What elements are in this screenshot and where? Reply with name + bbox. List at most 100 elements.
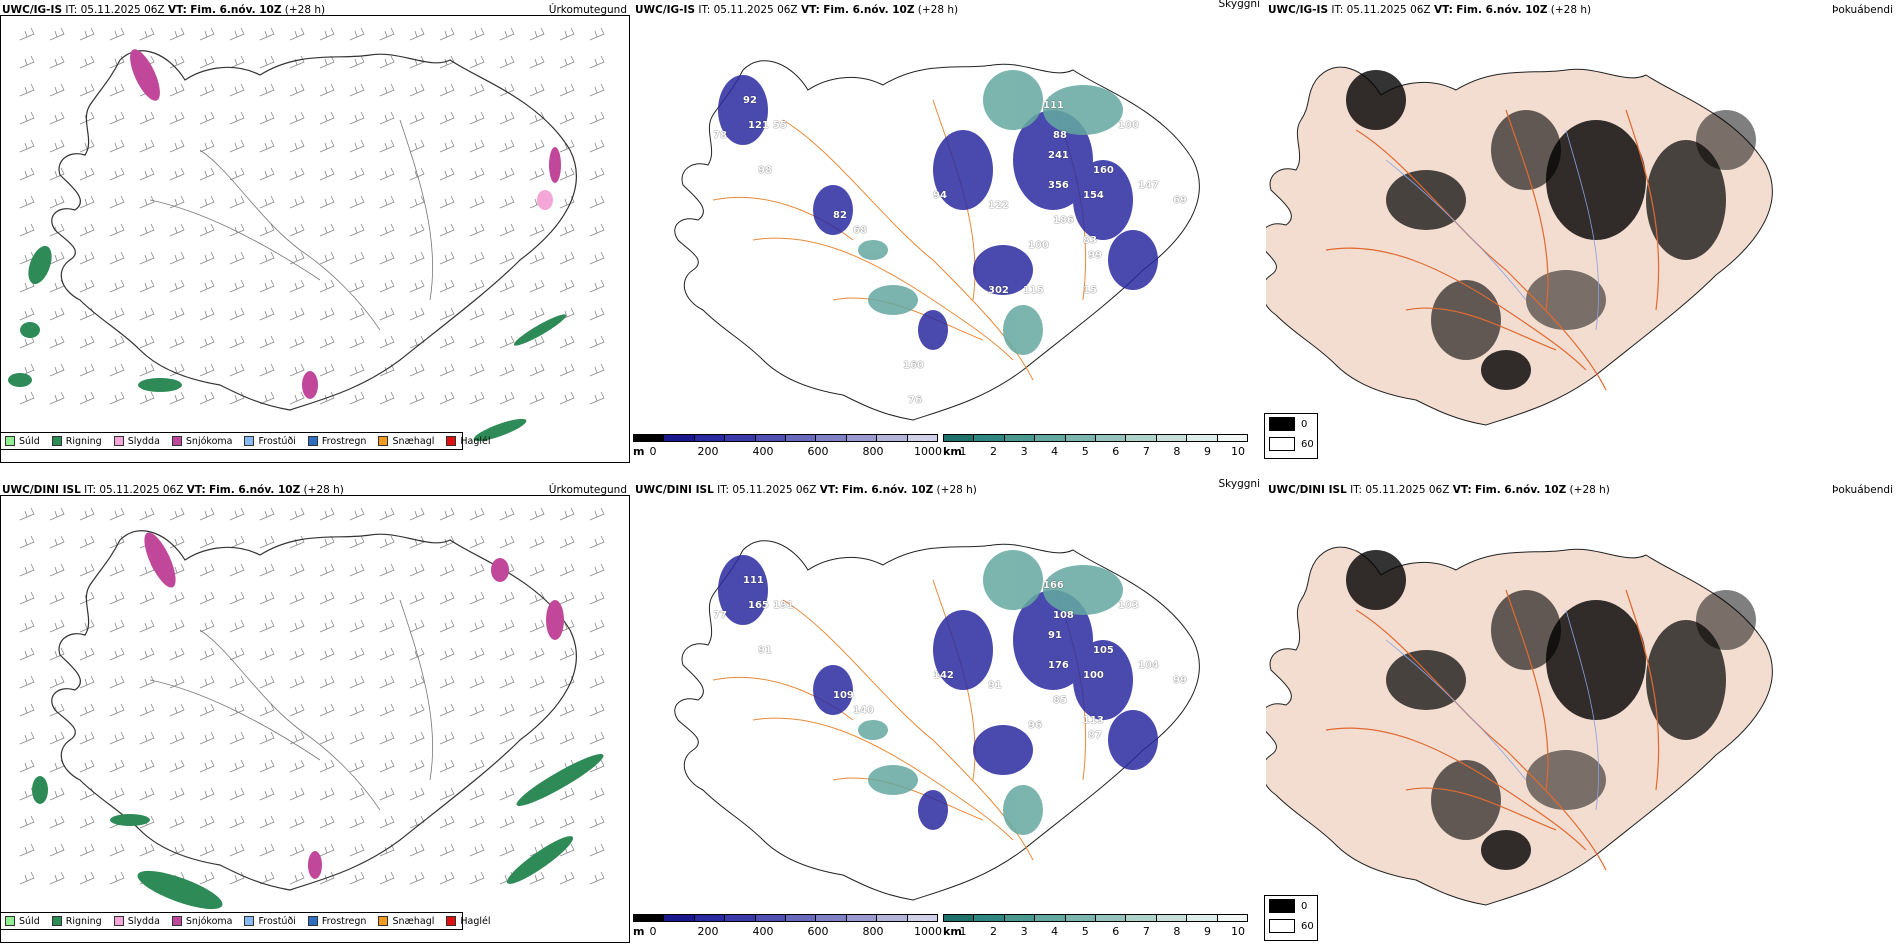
lead-time: (+28 h) — [284, 4, 326, 16]
wind-barb — [409, 759, 425, 773]
wind-barb — [589, 363, 605, 377]
colorbar-segment — [1004, 435, 1036, 441]
wind-barb — [289, 871, 305, 885]
legend-label: Súld — [19, 435, 40, 447]
cloud-value-label: 115 — [1023, 285, 1044, 296]
colorbar-strip — [943, 434, 1248, 442]
it-value: 05.11.2025 06Z — [1346, 4, 1431, 16]
wind-barb — [259, 759, 275, 773]
wind-barb — [259, 787, 275, 801]
cloud-value-label: 121 — [748, 120, 769, 131]
wind-barb — [259, 307, 275, 321]
wind-barb — [439, 759, 455, 773]
wind-barb — [169, 27, 185, 41]
wind-barb — [589, 83, 605, 97]
legend-label: Súld — [19, 915, 40, 927]
wind-barb — [19, 731, 35, 745]
wind-barb — [319, 251, 335, 265]
wind-barb — [229, 391, 245, 405]
wind-barb — [199, 279, 215, 293]
wind-barb — [349, 307, 365, 321]
wind-barb — [139, 391, 155, 405]
wind-barb — [499, 507, 515, 521]
cloud-value-label: 105 — [1093, 645, 1114, 656]
precip-area — [20, 322, 40, 338]
legend-label: Frostúði — [258, 915, 296, 927]
wind-barb — [199, 759, 215, 773]
wind-barb — [259, 871, 275, 885]
precip-area — [308, 851, 322, 879]
wind-barb — [499, 815, 515, 829]
colorbar-unit: km — [943, 925, 962, 938]
colorbar-segment — [1156, 915, 1188, 921]
legend-label: Haglél — [460, 915, 491, 927]
wind-barb — [439, 335, 455, 349]
legend-label: Slydda — [127, 435, 160, 447]
wind-barb — [469, 279, 485, 293]
wind-barb — [409, 591, 425, 605]
wind-barb — [349, 27, 365, 41]
wind-barb — [199, 507, 215, 521]
colorbar-unit: m — [633, 445, 645, 458]
wind-barb — [79, 167, 95, 181]
precip-legend-item: Snjókoma — [171, 436, 232, 447]
fog-area — [1386, 650, 1466, 710]
precip-panel-bottom: UWC/DINI ISL IT: 05.11.2025 06Z VT: Fim.… — [0, 480, 633, 950]
wind-barb — [259, 363, 275, 377]
wind-barb — [469, 703, 485, 717]
wind-barb — [469, 223, 485, 237]
wind-barb — [589, 507, 605, 521]
it-value: 05.11.2025 06Z — [99, 484, 184, 496]
wind-barb — [199, 251, 215, 265]
wind-barb — [499, 591, 515, 605]
wind-barb — [259, 55, 275, 69]
wind-barb — [469, 563, 485, 577]
wind-barb — [139, 507, 155, 521]
colorbar-segment — [755, 435, 787, 441]
wind-barb — [289, 195, 305, 209]
wind-barb — [349, 195, 365, 209]
wind-barb — [289, 223, 305, 237]
wind-barb — [349, 363, 365, 377]
wind-barb — [259, 535, 275, 549]
wind-barb — [199, 55, 215, 69]
cloud-value-label: 356 — [1048, 180, 1069, 191]
cloud-area — [1073, 640, 1133, 720]
wind-barb — [109, 111, 125, 125]
wind-barb — [49, 195, 65, 209]
wind-barb — [169, 759, 185, 773]
wind-barb — [469, 647, 485, 661]
wind-barb — [19, 391, 35, 405]
colorbar-segment — [694, 915, 726, 921]
wind-barb — [349, 731, 365, 745]
wind-barb — [499, 167, 515, 181]
fog-area — [1646, 620, 1726, 740]
legend-label: 60 — [1301, 920, 1314, 932]
wind-barb — [49, 507, 65, 521]
wind-barb — [139, 759, 155, 773]
precip-legend-item: Frostúði — [244, 915, 296, 927]
cloud-value-label: 176 — [1048, 660, 1069, 671]
wind-barb — [289, 111, 305, 125]
precip-map — [8, 27, 605, 442]
wind-barb — [529, 619, 545, 633]
wind-barb — [469, 363, 485, 377]
wind-barb — [199, 871, 215, 885]
wind-barb — [499, 759, 515, 773]
wind-barb — [559, 787, 575, 801]
wind-barb — [169, 507, 185, 521]
wind-barb — [259, 27, 275, 41]
legend-swatch — [51, 436, 62, 446]
wind-barb — [49, 27, 65, 41]
wind-barb — [379, 391, 395, 405]
fog-area — [1491, 110, 1561, 190]
wind-barb — [289, 787, 305, 801]
colorbar-segment — [944, 915, 975, 921]
wind-barb — [259, 619, 275, 633]
wind-barb — [319, 27, 335, 41]
wind-barb — [289, 815, 305, 829]
legend-swatch — [1269, 437, 1295, 451]
precip-area — [491, 558, 509, 582]
wind-barb — [379, 279, 395, 293]
wind-barb — [349, 759, 365, 773]
